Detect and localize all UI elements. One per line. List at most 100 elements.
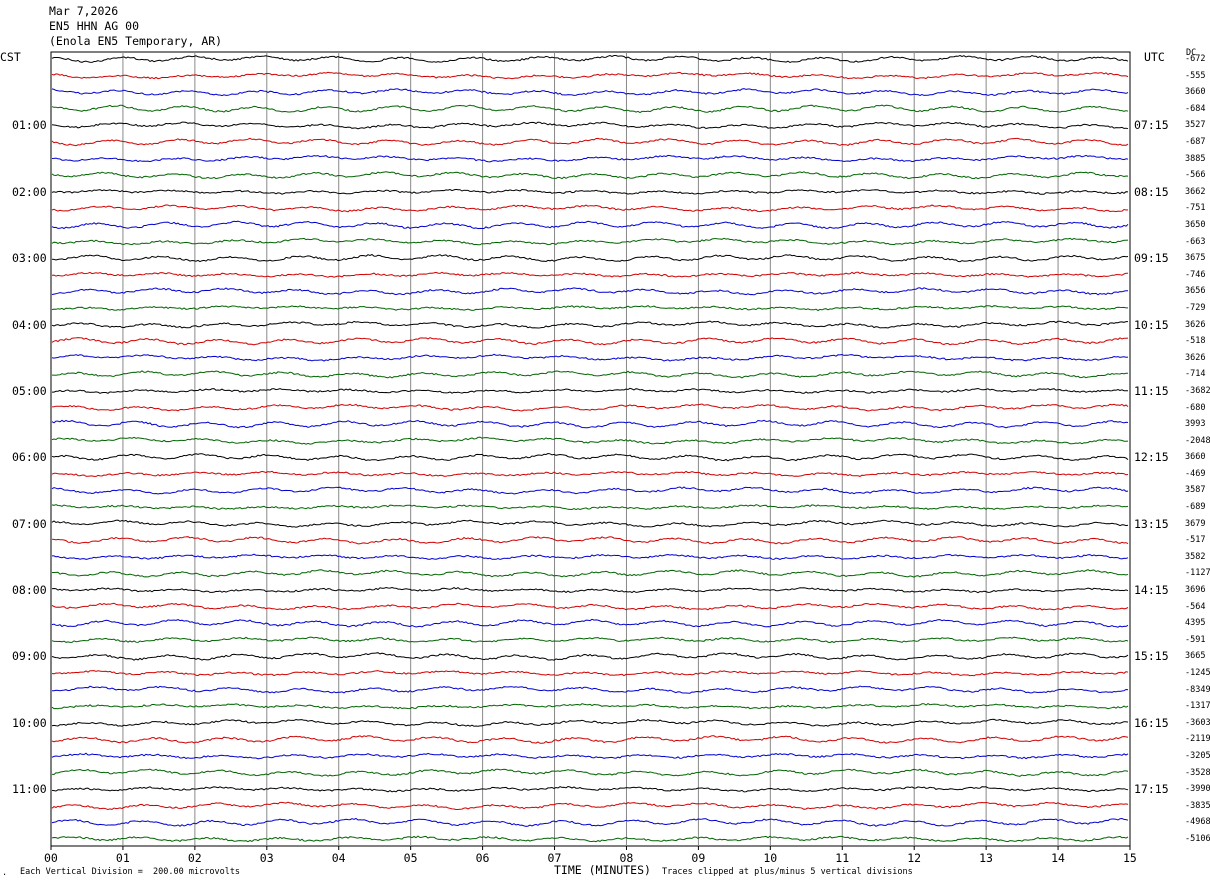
seismic-trace <box>51 403 1129 412</box>
cst-hour-label: 06:00 <box>12 450 47 465</box>
dc-offset-label: -2048 <box>1185 435 1210 446</box>
plot-frame <box>50 51 1131 847</box>
dc-offset-label: 3582 <box>1185 551 1206 562</box>
x-tick-label: 01 <box>115 851 130 865</box>
seismic-trace <box>51 88 1129 97</box>
cst-hour-label: 07:00 <box>12 516 47 531</box>
seismic-trace <box>51 353 1129 362</box>
seismic-trace <box>51 835 1129 843</box>
dc-offset-label: -2119 <box>1185 734 1210 745</box>
seismic-trace <box>51 768 1129 777</box>
dc-offset-label: 3696 <box>1185 585 1206 596</box>
seismic-trace <box>51 171 1129 180</box>
seismic-trace <box>51 519 1129 528</box>
cst-hour-label: 04:00 <box>12 317 47 332</box>
seismic-trace <box>51 271 1129 278</box>
seismic-trace <box>51 618 1129 628</box>
seismic-trace <box>51 735 1129 744</box>
cst-hour-label: 10:00 <box>12 715 47 730</box>
cst-hour-label: 09:00 <box>12 649 47 664</box>
x-tick-label: 09 <box>691 851 706 865</box>
utc-hour-label: 08:15 <box>1134 184 1169 199</box>
seismic-trace <box>51 287 1129 296</box>
cst-hour-label: 05:00 <box>12 383 47 398</box>
seismic-trace <box>51 253 1129 263</box>
x-tick-label: 13 <box>979 851 993 865</box>
seismic-trace <box>51 470 1129 477</box>
x-tick-label: 00 <box>44 851 58 865</box>
cst-hour-label: 08:00 <box>12 583 47 598</box>
seismic-trace <box>51 71 1129 80</box>
dc-offset-label: -591 <box>1185 634 1206 645</box>
dc-offset-label: 3660 <box>1185 87 1206 98</box>
scale-note: Each Vertical Division = 200.00 microvol… <box>20 867 241 877</box>
date-label: Mar 7,2026 <box>49 4 119 18</box>
seismic-trace <box>51 419 1129 429</box>
utc-hour-label: 14:15 <box>1134 583 1169 598</box>
x-tick-label: 11 <box>835 851 850 865</box>
dc-offset-label: 3675 <box>1185 253 1206 264</box>
dc-offset-label: 3662 <box>1185 186 1206 197</box>
utc-hour-label: 09:15 <box>1134 251 1169 266</box>
x-tick-label: 06 <box>475 851 490 865</box>
dc-offset-label: 3660 <box>1185 452 1206 463</box>
seismic-trace <box>51 801 1129 811</box>
dc-offset-label: -3603 <box>1185 717 1210 728</box>
dc-offset-label: -1127 <box>1185 568 1210 579</box>
x-tick-label: 14 <box>1051 851 1065 865</box>
x-axis-title: TIME (MINUTES) <box>554 863 651 877</box>
utc-hour-label: 15:15 <box>1134 649 1169 664</box>
dc-offset-label: -564 <box>1185 601 1206 612</box>
dc-offset-label: -469 <box>1185 468 1206 479</box>
seismic-trace <box>51 154 1129 163</box>
seismic-trace <box>52 387 1128 394</box>
dc-offset-label: -751 <box>1185 203 1206 214</box>
utc-hour-label: 13:15 <box>1134 516 1169 531</box>
dc-offset-label: -689 <box>1185 502 1206 513</box>
dc-offset-label: -3990 <box>1185 784 1210 795</box>
dc-offset-label: -714 <box>1185 369 1206 380</box>
dc-offset-label: -672 <box>1185 54 1206 64</box>
dc-offset-label: -687 <box>1185 136 1206 147</box>
seismic-trace <box>51 652 1129 661</box>
dc-offset-label: 3885 <box>1185 153 1206 164</box>
dc-offset-label: 3626 <box>1185 319 1206 330</box>
seismic-trace <box>51 636 1129 644</box>
seismic-trace <box>51 337 1129 346</box>
dc-offset-label: 3679 <box>1185 518 1206 529</box>
seismic-trace <box>51 204 1129 213</box>
cst-hour-label: 03:00 <box>12 251 47 266</box>
utc-hour-label: 11:15 <box>1134 383 1169 398</box>
dc-column-label: DC <box>1186 48 1197 58</box>
x-tick-label: 08 <box>619 851 634 865</box>
cst-hour-label: 02:00 <box>12 184 47 199</box>
seismic-trace <box>51 718 1129 727</box>
seismic-trace <box>51 137 1129 147</box>
seismic-trace <box>51 504 1129 511</box>
dc-offset-label: -663 <box>1185 236 1206 247</box>
utc-axis-label: UTC <box>1144 50 1165 64</box>
seismic-trace <box>51 121 1129 130</box>
seismic-trace <box>51 703 1129 710</box>
seismic-trace <box>52 685 1129 694</box>
seismic-trace <box>51 670 1129 677</box>
time-grid <box>50 51 1131 850</box>
utc-hour-label: 10:15 <box>1134 317 1169 332</box>
utc-hour-label: 16:15 <box>1134 715 1169 730</box>
seismic-trace <box>51 237 1129 246</box>
seismic-trace <box>51 320 1128 329</box>
corner-mark: . <box>2 868 8 878</box>
seismic-trace <box>51 188 1129 195</box>
seismic-trace <box>51 452 1129 462</box>
seismic-trace <box>51 486 1129 495</box>
dc-offset-label: -729 <box>1185 302 1206 313</box>
dc-offset-label: -3528 <box>1185 767 1210 778</box>
seismic-trace <box>51 436 1129 445</box>
dc-offset-label: -684 <box>1185 103 1206 114</box>
dc-offset-label: -4968 <box>1185 817 1210 828</box>
seismic-trace <box>51 752 1129 760</box>
cst-hour-label: 11:00 <box>12 782 47 797</box>
dc-offset-label: -518 <box>1185 336 1206 347</box>
x-tick-label: 03 <box>259 851 274 865</box>
